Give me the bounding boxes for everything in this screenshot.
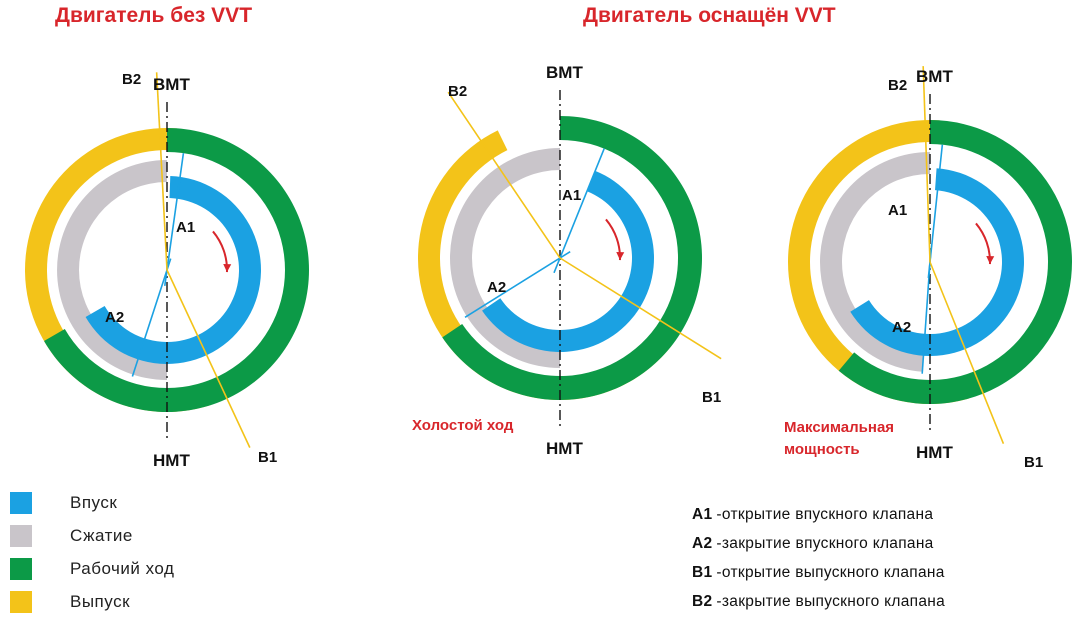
a2-line [131, 258, 172, 377]
power-band [838, 120, 1072, 404]
diagram-no-vvt: ВМТ НМТ A1 A2 B1 B2 [24, 71, 310, 470]
intake-band [85, 176, 262, 364]
bdc-label: НМТ [153, 451, 190, 470]
rotation-arrowhead [616, 251, 625, 261]
caption-idle: Холостой ход [412, 417, 514, 434]
legend-item-compression: Сжатие [10, 523, 174, 549]
title-with-vvt: Двигатель оснащён VVT [583, 4, 836, 27]
b2-label: B2 [448, 83, 467, 100]
note-text: -закрытие впускного клапана [716, 535, 934, 552]
note-b2: B2 -закрытие выпускного клапана [692, 593, 945, 611]
diagram-vvt-idle: ВМТ НМТ A1 A2 B1 B2 Холостой ход [412, 63, 722, 458]
legend-swatch-exhaust [10, 591, 32, 613]
tdc-label: ВМТ [546, 63, 583, 82]
b2-line [922, 66, 931, 263]
note-code: A2 [692, 535, 713, 552]
b1-label: B1 [1024, 454, 1043, 471]
b1-line [559, 257, 722, 360]
note-text: -открытие впускного клапана [716, 506, 934, 523]
a2-label: A2 [487, 279, 506, 296]
exhaust-band [24, 127, 211, 412]
legend-label-intake: Впуск [70, 493, 118, 512]
legend-item-power: Рабочий ход [10, 556, 174, 582]
note-b1: B1 -открытие выпускного клапана [692, 564, 945, 582]
note-text: -закрытие выпускного клапана [716, 593, 946, 610]
a2-label: A2 [105, 309, 124, 326]
compression-band [450, 148, 560, 368]
b2-label: B2 [122, 71, 141, 88]
note-a1: A1 -открытие впускного клапана [692, 506, 945, 524]
a1-label: A1 [176, 219, 195, 236]
a2-line [464, 250, 571, 319]
title-no-vvt: Двигатель без VVT [55, 4, 253, 27]
phase-legend: Впуск Сжатие Рабочий ход Выпуск [10, 490, 174, 622]
b1-label: B1 [702, 389, 721, 406]
legend-swatch-intake [10, 492, 32, 514]
caption-max-power-line2: мощность [784, 441, 860, 458]
tdc-label: ВМТ [916, 67, 953, 86]
b1-line [166, 269, 251, 448]
legend-swatch-compression [10, 525, 32, 547]
legend-label-power: Рабочий ход [70, 559, 175, 578]
legend-item-intake: Впуск [10, 490, 174, 516]
note-a2: A2 -закрытие впускного клапана [692, 535, 945, 553]
diagram-vvt-max-power: ВМТ НМТ A1 A2 B1 B2 Максимальная мощность [784, 66, 1072, 471]
rotation-arrowhead [986, 255, 995, 265]
legend-swatch-power [10, 558, 32, 580]
compression-band [820, 152, 930, 372]
rotation-arrowhead [223, 263, 232, 273]
a2-label: A2 [892, 319, 911, 336]
a1-line [553, 148, 605, 274]
legend-item-exhaust: Выпуск [10, 589, 174, 615]
bdc-label: НМТ [916, 443, 953, 462]
a1-label: A1 [888, 202, 907, 219]
caption-max-power: Максимальная [784, 419, 894, 436]
note-code: B2 [692, 593, 713, 610]
b1-label: B1 [258, 449, 277, 466]
note-code: A1 [692, 506, 713, 523]
valve-event-notes: A1 -открытие впускного клапана A2 -закрыти… [692, 506, 945, 622]
legend-label-compression: Сжатие [70, 526, 133, 545]
tdc-label: ВМТ [153, 75, 190, 94]
a1-label: A1 [562, 187, 581, 204]
note-code: B1 [692, 564, 713, 581]
b2-line [155, 72, 168, 271]
compression-band [57, 160, 167, 380]
note-text: -открытие выпускного клапана [716, 564, 945, 581]
exhaust-band [788, 120, 970, 404]
legend-label-exhaust: Выпуск [70, 592, 131, 611]
b2-line [447, 91, 561, 259]
a2-line [921, 249, 932, 374]
a1-line [163, 153, 185, 286]
b1-line [929, 261, 1005, 445]
bdc-label: НМТ [546, 439, 583, 458]
b2-label: B2 [888, 77, 907, 94]
